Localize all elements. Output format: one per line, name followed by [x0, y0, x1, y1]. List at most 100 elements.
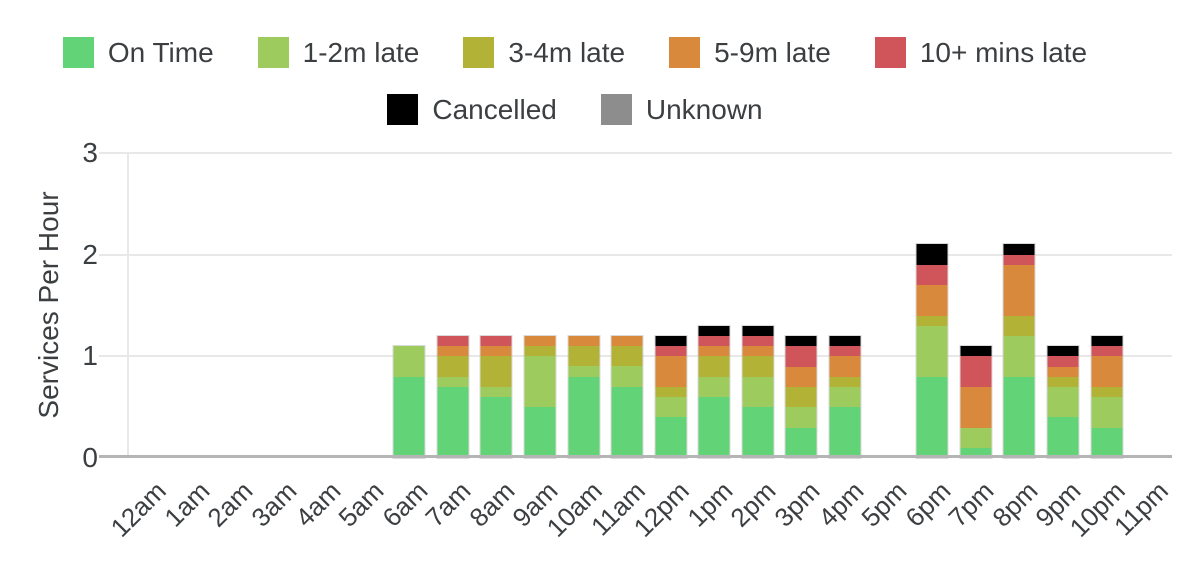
bar-segment-9am-3-4m-late[interactable] — [524, 346, 556, 357]
legend-item-5-9m-late[interactable]: 5-9m late — [669, 37, 831, 68]
bar-segment-10pm-1-2m-late[interactable] — [1091, 397, 1122, 428]
bar-segment-7pm-on-time[interactable] — [960, 447, 992, 458]
legend-item-cancelled[interactable]: Cancelled — [387, 94, 557, 125]
bar-segment-9pm-3-4m-late[interactable] — [1047, 376, 1079, 387]
bar-segment-12pm-cancelled[interactable] — [655, 336, 687, 347]
bar-segment-1pm-cancelled[interactable] — [698, 325, 730, 337]
bar-segment-7am-3-4m-late[interactable] — [437, 356, 469, 377]
bar-segment-11am-on-time[interactable] — [611, 386, 643, 458]
bar-segment-7pm-1-2m-late[interactable] — [960, 427, 992, 448]
bar-segment-2pm-10-mins-late[interactable] — [742, 336, 774, 347]
bar-segment-2pm-1-2m-late[interactable] — [742, 376, 774, 408]
bar-segment-3pm-on-time[interactable] — [785, 427, 817, 458]
bar-segment-9pm-5-9m-late[interactable] — [1047, 366, 1079, 377]
bar-segment-10pm-on-time[interactable] — [1091, 427, 1122, 458]
bar-segment-4pm-10-mins-late[interactable] — [829, 346, 861, 357]
bar-segment-4pm-5-9m-late[interactable] — [829, 356, 861, 377]
bar-segment-8am-3-4m-late[interactable] — [480, 356, 512, 387]
bar-segment-10pm-cancelled[interactable] — [1091, 336, 1122, 347]
bar-segment-10am-1-2m-late[interactable] — [568, 366, 600, 377]
bar-segment-6pm-cancelled[interactable] — [916, 244, 948, 265]
bar-1pm[interactable] — [698, 325, 730, 458]
bar-segment-1pm-10-mins-late[interactable] — [698, 336, 730, 347]
legend-item-on-time[interactable]: On Time — [62, 37, 214, 68]
bar-segment-7pm-10-mins-late[interactable] — [960, 356, 992, 387]
bar-segment-2pm-5-9m-late[interactable] — [742, 346, 774, 357]
bar-9pm[interactable] — [1047, 346, 1079, 458]
bar-segment-12pm-5-9m-late[interactable] — [655, 356, 687, 387]
bar-6pm[interactable] — [916, 244, 948, 458]
bar-segment-8am-1-2m-late[interactable] — [480, 386, 512, 397]
bar-7am[interactable] — [437, 336, 469, 458]
bar-segment-9am-1-2m-late[interactable] — [524, 356, 556, 408]
bar-segment-2pm-3-4m-late[interactable] — [742, 356, 774, 377]
bar-segment-10am-5-9m-late[interactable] — [568, 336, 600, 347]
bar-segment-8am-10-mins-late[interactable] — [480, 336, 512, 347]
bar-segment-8am-5-9m-late[interactable] — [480, 346, 512, 357]
bar-segment-1pm-1-2m-late[interactable] — [698, 376, 730, 397]
bar-segment-8pm-3-4m-late[interactable] — [1003, 315, 1035, 336]
bar-segment-3pm-3-4m-late[interactable] — [785, 386, 817, 408]
legend-item-3-4m-late[interactable]: 3-4m late — [463, 37, 625, 68]
bar-10pm[interactable] — [1091, 336, 1122, 458]
bar-segment-9pm-cancelled[interactable] — [1047, 346, 1079, 357]
bar-segment-9am-on-time[interactable] — [524, 407, 556, 458]
bar-segment-2pm-cancelled[interactable] — [742, 325, 774, 337]
bar-segment-4pm-on-time[interactable] — [829, 407, 861, 458]
bar-12pm[interactable] — [655, 336, 687, 458]
bar-11am[interactable] — [611, 336, 643, 458]
bar-segment-9pm-10-mins-late[interactable] — [1047, 356, 1079, 367]
bar-segment-9am-5-9m-late[interactable] — [524, 336, 556, 347]
legend-item-10-mins-late[interactable]: 10+ mins late — [874, 37, 1087, 68]
bar-segment-9pm-1-2m-late[interactable] — [1047, 386, 1079, 418]
bar-segment-7pm-5-9m-late[interactable] — [960, 386, 992, 428]
bar-segment-1pm-on-time[interactable] — [698, 396, 730, 458]
bar-segment-8pm-10-mins-late[interactable] — [1003, 254, 1035, 265]
bar-segment-6pm-on-time[interactable] — [916, 376, 948, 458]
bar-10am[interactable] — [568, 336, 600, 458]
bar-segment-9pm-on-time[interactable] — [1047, 417, 1079, 458]
bar-segment-12pm-on-time[interactable] — [655, 417, 687, 458]
bar-segment-11am-1-2m-late[interactable] — [611, 366, 643, 387]
bar-segment-4pm-cancelled[interactable] — [829, 336, 861, 347]
legend-item-1-2m-late[interactable]: 1-2m late — [257, 37, 419, 68]
bar-7pm[interactable] — [960, 346, 992, 458]
bar-segment-10pm-10-mins-late[interactable] — [1091, 346, 1122, 357]
bar-3pm[interactable] — [785, 336, 817, 458]
bar-segment-7am-5-9m-late[interactable] — [437, 346, 469, 357]
bar-segment-4pm-1-2m-late[interactable] — [829, 386, 861, 408]
bar-4pm[interactable] — [829, 336, 861, 458]
bar-segment-10pm-5-9m-late[interactable] — [1091, 356, 1122, 387]
bar-segment-11am-5-9m-late[interactable] — [611, 336, 643, 347]
bar-segment-3pm-5-9m-late[interactable] — [785, 366, 817, 387]
legend-item-unknown[interactable]: Unknown — [600, 94, 763, 125]
bar-segment-7am-on-time[interactable] — [437, 386, 469, 458]
bar-segment-4pm-3-4m-late[interactable] — [829, 376, 861, 387]
bar-segment-8pm-on-time[interactable] — [1003, 376, 1035, 458]
bar-segment-1pm-5-9m-late[interactable] — [698, 346, 730, 357]
bar-segment-6am-1-2m-late[interactable] — [393, 346, 425, 377]
bar-segment-3pm-cancelled[interactable] — [785, 336, 817, 347]
bar-2pm[interactable] — [742, 325, 774, 458]
bar-segment-3pm-1-2m-late[interactable] — [785, 407, 817, 428]
bar-segment-7am-1-2m-late[interactable] — [437, 376, 469, 387]
bar-segment-6am-on-time[interactable] — [393, 376, 425, 458]
bar-segment-7pm-cancelled[interactable] — [960, 346, 992, 357]
bar-segment-8pm-5-9m-late[interactable] — [1003, 264, 1035, 316]
bar-segment-2pm-on-time[interactable] — [742, 407, 774, 458]
bar-segment-1pm-3-4m-late[interactable] — [698, 356, 730, 377]
bar-segment-8am-on-time[interactable] — [480, 396, 512, 458]
bar-segment-8pm-1-2m-late[interactable] — [1003, 335, 1035, 377]
bar-segment-6pm-5-9m-late[interactable] — [916, 285, 948, 316]
bar-8pm[interactable] — [1003, 244, 1035, 458]
bar-segment-12pm-10-mins-late[interactable] — [655, 346, 687, 357]
bar-9am[interactable] — [524, 336, 556, 458]
bar-segment-11am-3-4m-late[interactable] — [611, 346, 643, 367]
bar-segment-8pm-cancelled[interactable] — [1003, 244, 1035, 255]
bar-segment-10pm-3-4m-late[interactable] — [1091, 386, 1122, 397]
bar-segment-10am-on-time[interactable] — [568, 376, 600, 458]
bar-segment-7am-10-mins-late[interactable] — [437, 336, 469, 347]
bar-segment-12pm-3-4m-late[interactable] — [655, 386, 687, 397]
bar-segment-12pm-1-2m-late[interactable] — [655, 397, 687, 418]
bar-segment-6pm-3-4m-late[interactable] — [916, 315, 948, 326]
